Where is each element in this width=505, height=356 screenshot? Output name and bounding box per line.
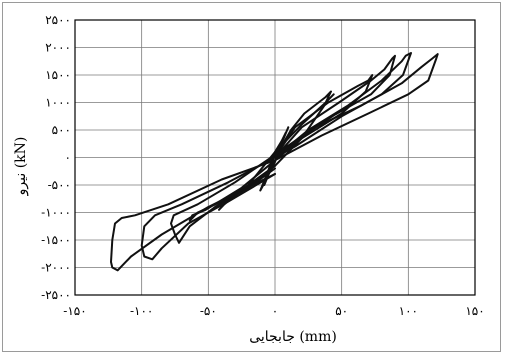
hysteresis-loop-3 bbox=[188, 74, 374, 222]
x-tick-label: ۰ bbox=[272, 304, 278, 318]
x-tick-label: ۱۰۰ bbox=[399, 304, 418, 318]
x-tick-label: -۵۰ bbox=[200, 304, 217, 318]
x-tick-label: -۱۰۰ bbox=[130, 304, 153, 318]
y-tick-label: -۲۰۰۰ bbox=[41, 261, 71, 275]
x-tick-label: ۱۵۰ bbox=[465, 304, 484, 318]
y-tick-labels: ۲۵۰۰ ۲۰۰۰ ۱۵۰۰ ۱۰۰۰ ۵۰۰ ۰ -۵۰۰ -۱۰۰۰ -۱۵۰۰ -۲۰۰۰ -… bbox=[41, 13, 71, 302]
y-tick-label: ۵۰۰ bbox=[52, 123, 71, 137]
x-tick-label: ۵۰ bbox=[335, 304, 348, 318]
y-tick-label: ۱۰۰۰ bbox=[45, 96, 71, 110]
y-axis-title: نیرو (kN) bbox=[13, 137, 29, 197]
series-layer bbox=[110, 52, 439, 272]
y-tick-label: ۰ bbox=[65, 151, 71, 165]
hysteresis-chart: ۲۵۰۰۲۰۰۰۱۵۰۰۱۰۰۰۵۰۰۰-۵۰۰-۱۰۰۰-۱۵۰۰-۲۰۰۰-… bbox=[13, 13, 485, 345]
y-tick-label: ۲۰۰۰ bbox=[45, 41, 71, 55]
plot-area-border bbox=[74, 19, 476, 296]
hysteresis-loop-4 bbox=[170, 54, 396, 244]
y-tick-label: -۱۵۰۰ bbox=[41, 233, 71, 247]
y-tick-label: -۵۰۰ bbox=[48, 178, 71, 192]
figure-frame: ۲۵۰۰ ۲۰۰۰ ۱۵۰۰ ۱۰۰۰ ۵۰۰ ۰ -۵۰۰ -۱۰۰۰ -۱۵۰۰ -۲۰۰۰-… bbox=[2, 2, 501, 352]
hysteresis-loop-6 bbox=[110, 53, 439, 272]
y-tick-label: ۲۵۰۰ bbox=[45, 13, 71, 27]
x-axis-title: جابجایی (mm) bbox=[249, 329, 337, 345]
x-tick-label: -۱۵۰ bbox=[63, 304, 86, 318]
y-tick-label: -۲۵۰۰ bbox=[41, 288, 71, 302]
x-tick-labels: -۱۵۰ -۱۰۰ -۵۰ ۰ ۵۰ ۱۰۰ ۱۵۰ bbox=[63, 304, 484, 318]
y-tick-label: ۱۵۰۰ bbox=[45, 68, 71, 82]
y-tick-label: -۱۰۰۰ bbox=[41, 206, 71, 220]
